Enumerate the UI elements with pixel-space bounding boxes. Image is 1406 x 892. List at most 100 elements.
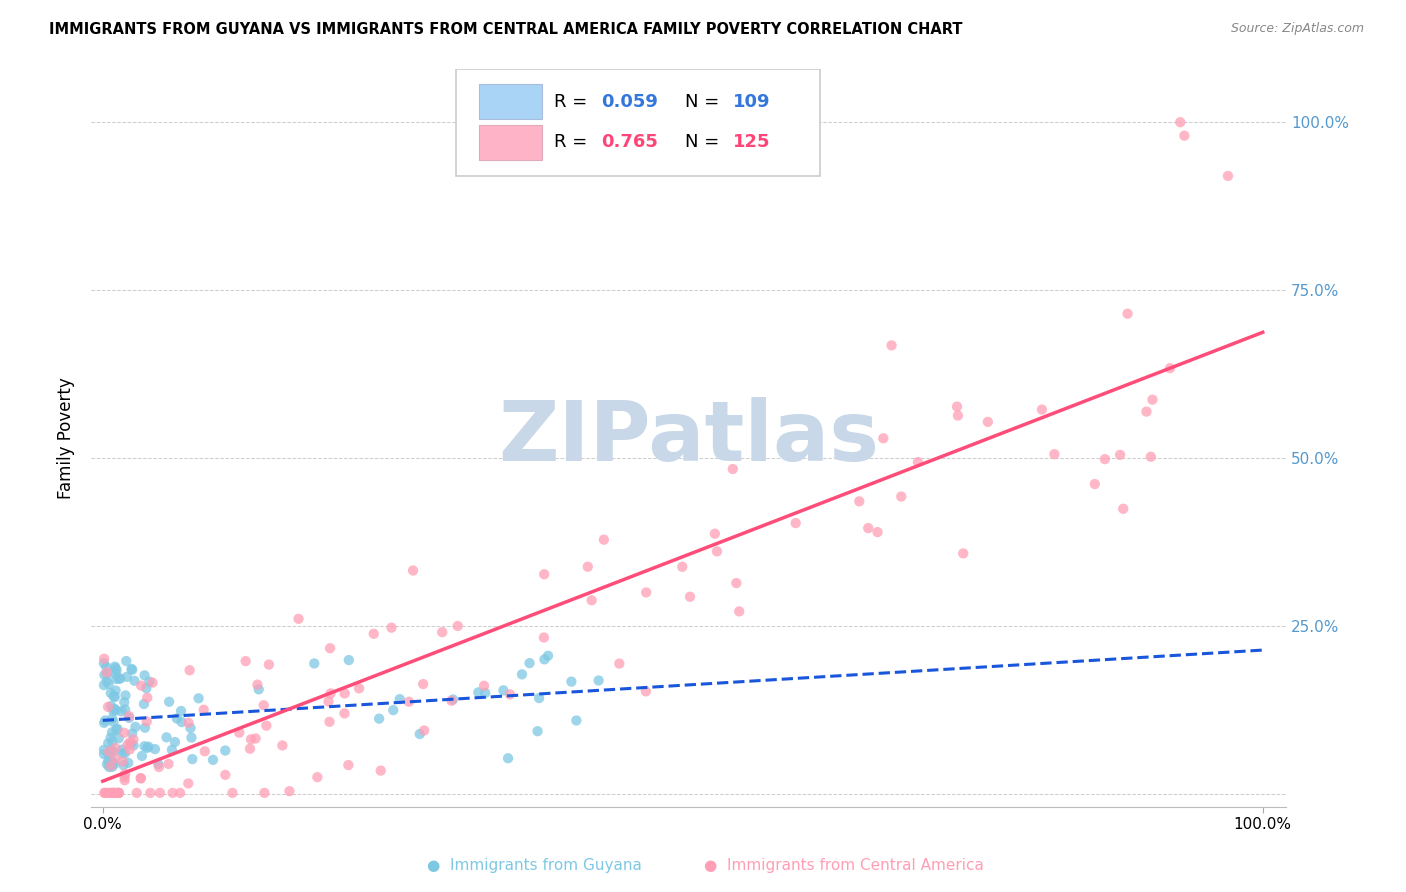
Point <box>257 657 280 672</box>
Point <box>96 666 118 681</box>
Point <box>111 747 134 761</box>
Point <box>111 755 134 769</box>
Point <box>337 653 360 667</box>
Point <box>607 657 630 671</box>
Point <box>104 659 127 673</box>
Point <box>526 724 548 739</box>
Point <box>593 533 616 547</box>
Point <box>565 714 588 728</box>
Point <box>866 525 889 540</box>
Point <box>1173 128 1195 143</box>
Point <box>440 694 463 708</box>
Point <box>125 786 148 800</box>
Point <box>141 675 163 690</box>
Text: ●  Immigrants from Guyana: ● Immigrants from Guyana <box>427 858 641 872</box>
Point <box>93 678 115 692</box>
Point <box>100 699 122 714</box>
Point <box>1140 450 1163 464</box>
Point <box>129 771 152 785</box>
Point <box>193 703 215 717</box>
Point <box>880 338 903 352</box>
Point <box>907 455 929 469</box>
Point <box>179 663 201 677</box>
Point <box>155 731 177 745</box>
Point <box>136 740 159 755</box>
Point <box>409 727 432 741</box>
Point <box>413 723 436 738</box>
Point <box>496 751 519 765</box>
Point <box>1135 404 1157 418</box>
Point <box>160 743 183 757</box>
Point <box>492 683 515 698</box>
Point <box>136 690 159 705</box>
FancyBboxPatch shape <box>479 84 541 120</box>
Point <box>472 679 495 693</box>
Text: N =: N = <box>685 93 725 111</box>
Point <box>1109 448 1132 462</box>
Point <box>104 690 127 704</box>
Point <box>134 739 156 754</box>
Point <box>94 714 117 728</box>
Point <box>103 702 125 716</box>
Point <box>117 756 139 770</box>
Y-axis label: Family Poverty: Family Poverty <box>58 377 75 499</box>
Point <box>1142 392 1164 407</box>
Point <box>169 786 191 800</box>
Point <box>101 712 124 726</box>
Point <box>114 702 136 716</box>
Point <box>143 742 166 756</box>
Point <box>170 714 193 729</box>
Point <box>254 719 277 733</box>
Point <box>278 784 301 798</box>
Point <box>96 660 118 674</box>
Point <box>706 544 728 558</box>
Point <box>98 745 121 759</box>
Point <box>671 559 693 574</box>
Point <box>721 462 744 476</box>
Point <box>101 755 124 769</box>
Point <box>1043 447 1066 461</box>
Point <box>157 695 180 709</box>
Point <box>97 736 120 750</box>
Point <box>148 760 170 774</box>
Point <box>581 593 603 607</box>
Point <box>588 673 610 688</box>
Point <box>181 752 204 766</box>
Point <box>214 768 236 782</box>
Point <box>108 786 131 800</box>
Point <box>101 735 124 749</box>
Point <box>388 692 411 706</box>
Point <box>110 704 132 718</box>
Point <box>93 786 115 800</box>
Point <box>93 652 115 666</box>
Point <box>1116 307 1139 321</box>
Point <box>228 725 250 739</box>
Point <box>318 714 340 729</box>
Point <box>107 786 129 800</box>
Point <box>124 720 146 734</box>
Point <box>253 786 276 800</box>
Point <box>287 612 309 626</box>
Point <box>124 673 146 688</box>
FancyBboxPatch shape <box>456 69 820 176</box>
Point <box>533 567 555 582</box>
Text: 125: 125 <box>733 134 770 152</box>
Point <box>96 757 118 772</box>
Point <box>112 758 135 772</box>
Point <box>103 714 125 729</box>
Point <box>93 743 115 757</box>
Point <box>858 521 880 535</box>
Point <box>149 786 172 800</box>
Point <box>432 625 454 640</box>
Point <box>533 631 555 645</box>
Point <box>977 415 1000 429</box>
Point <box>110 672 132 686</box>
Point <box>97 747 120 762</box>
Point <box>307 770 329 784</box>
Point <box>890 490 912 504</box>
Point <box>118 711 141 725</box>
Point <box>139 786 162 800</box>
Point <box>180 721 202 735</box>
Point <box>121 726 143 740</box>
Point <box>163 735 186 749</box>
